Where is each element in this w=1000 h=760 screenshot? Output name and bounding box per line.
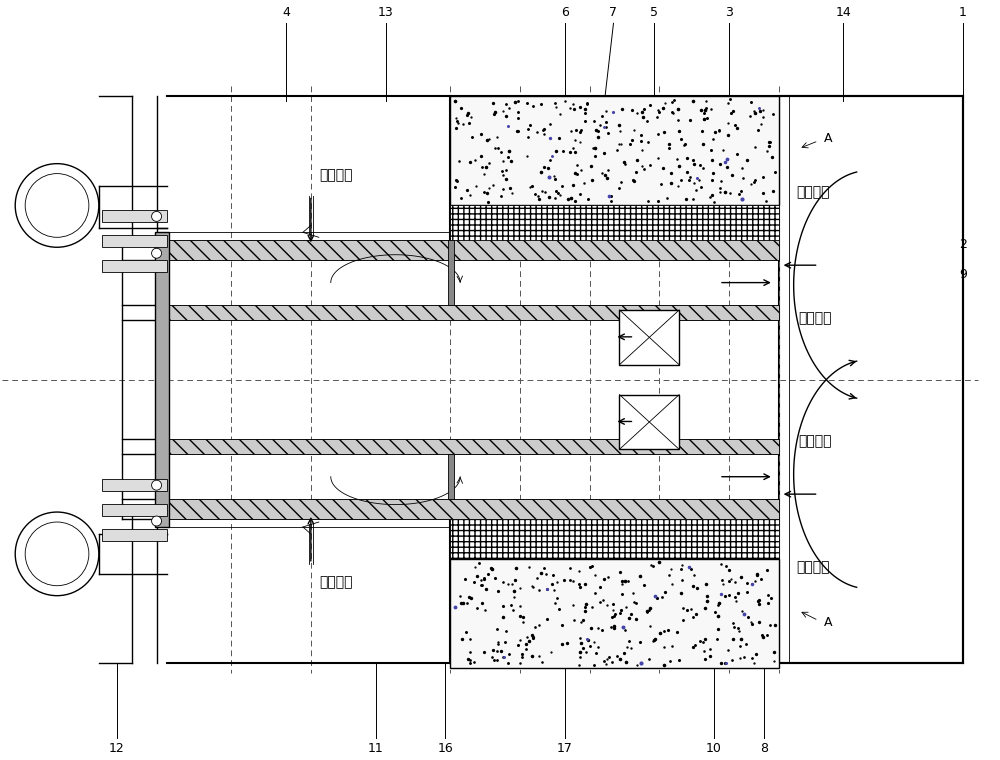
Text: 烟气回流: 烟气回流	[797, 185, 830, 200]
Text: A: A	[824, 132, 832, 145]
Text: 13: 13	[378, 6, 393, 19]
Text: 14: 14	[836, 6, 851, 19]
Bar	[102, 260, 167, 272]
Bar	[448, 454, 454, 499]
Text: 11: 11	[368, 742, 383, 755]
Text: 烟气回流: 烟气回流	[797, 560, 830, 574]
Text: 空气入口: 空气入口	[319, 575, 352, 589]
Circle shape	[152, 480, 162, 490]
Bar	[619, 394, 679, 449]
Text: 空气入口: 空气入口	[319, 169, 352, 182]
Text: 1: 1	[959, 6, 967, 19]
Text: 16: 16	[437, 742, 453, 755]
Bar	[448, 240, 454, 305]
Text: A: A	[824, 616, 832, 629]
Bar	[102, 529, 167, 541]
Bar	[102, 236, 167, 247]
Text: 4: 4	[282, 6, 290, 19]
Bar	[450, 509, 779, 559]
Text: 燃气噴射: 燃气噴射	[799, 311, 832, 325]
Bar	[167, 439, 779, 454]
Bar	[167, 499, 779, 519]
Bar	[619, 310, 679, 365]
Bar	[155, 233, 169, 527]
Bar	[167, 240, 779, 260]
Text: 8: 8	[760, 742, 768, 755]
Bar	[102, 211, 167, 223]
Circle shape	[152, 249, 162, 258]
Bar	[450, 559, 779, 668]
Bar	[167, 305, 779, 320]
Circle shape	[152, 211, 162, 221]
Text: 5: 5	[650, 6, 658, 19]
Bar	[102, 480, 167, 491]
Bar	[102, 504, 167, 516]
Bar	[450, 96, 779, 205]
Text: 3: 3	[725, 6, 733, 19]
Text: 12: 12	[109, 742, 125, 755]
Bar	[450, 205, 779, 255]
Circle shape	[152, 516, 162, 526]
Text: 17: 17	[557, 742, 573, 755]
Text: 9: 9	[959, 268, 967, 281]
Text: 2: 2	[959, 238, 967, 252]
Bar	[779, 96, 963, 663]
Text: 6: 6	[561, 6, 569, 19]
Text: 燃气噴射: 燃气噴射	[799, 435, 832, 448]
Text: 7: 7	[609, 6, 617, 19]
Text: 10: 10	[706, 742, 722, 755]
